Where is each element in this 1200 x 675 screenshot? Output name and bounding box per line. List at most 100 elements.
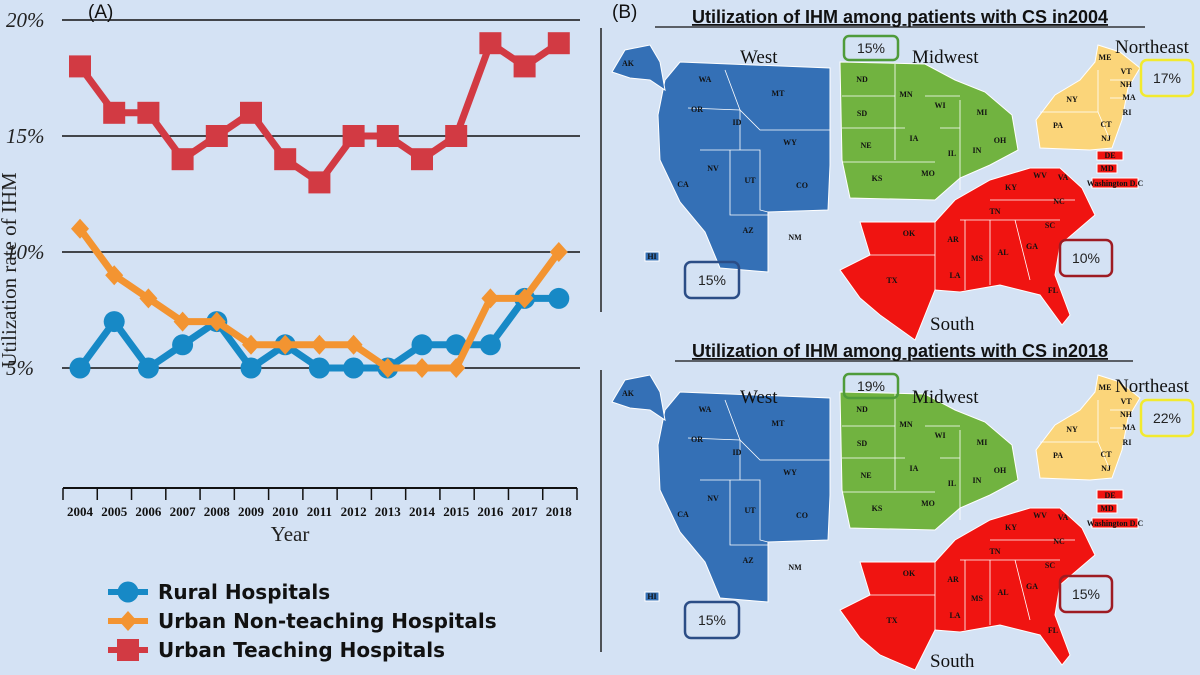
south-value-box: 10% xyxy=(1058,238,1114,278)
x-tick-label: 2011 xyxy=(307,504,332,519)
midwest-region xyxy=(839,391,1019,531)
state-label-ar: AR xyxy=(947,235,959,244)
series-group xyxy=(69,32,570,379)
northeast-region-label: Northeast xyxy=(1115,37,1190,58)
midwest-value-box: 15% xyxy=(842,34,900,62)
state-label-sd: SD xyxy=(857,109,867,118)
south-value: 10% xyxy=(1072,250,1100,266)
state-label-mo: MO xyxy=(921,169,935,178)
state-label-la: LA xyxy=(949,611,960,620)
x-tick-label: 2009 xyxy=(238,504,265,519)
northeast-value: 22% xyxy=(1153,410,1181,426)
state-labels: AK WA OR ID MT WY CA NV UT CO AZ NM HI ND SD NE KS MN IA MO… xyxy=(622,383,1143,635)
state-label-tn: TN xyxy=(989,207,1000,216)
state-label-co: CO xyxy=(796,511,808,520)
map-2004: Utilization of IHM among patients with C… xyxy=(611,7,1195,341)
state-label-nh: NH xyxy=(1120,80,1133,89)
state-label-md: MD xyxy=(1100,504,1114,513)
northeast-borders xyxy=(1040,70,1130,141)
state-label-wy: WY xyxy=(783,468,797,477)
state-label-tx: TX xyxy=(886,276,897,285)
md-box xyxy=(1096,503,1118,514)
state-label-ak: AK xyxy=(622,389,635,398)
northeast-region-label: Northeast xyxy=(1115,376,1190,397)
data-point xyxy=(139,288,158,309)
state-label-ny: NY xyxy=(1066,425,1078,434)
midwest-borders xyxy=(842,64,961,190)
x-tick-label: 2017 xyxy=(512,504,539,519)
state-label-pa: PA xyxy=(1053,451,1063,460)
data-point xyxy=(105,265,124,286)
west-region xyxy=(611,44,831,273)
west-shape xyxy=(657,61,831,273)
west-region-label: West xyxy=(740,47,778,68)
dc-box xyxy=(1091,517,1139,529)
state-label-nm: NM xyxy=(788,563,802,572)
state-label-il: IL xyxy=(948,149,956,158)
de-box xyxy=(1096,150,1124,161)
state-label-ks: KS xyxy=(872,174,883,183)
state-label-az: AZ xyxy=(742,226,753,235)
state-label-ok: OK xyxy=(903,569,916,578)
state-label-al: AL xyxy=(997,248,1008,257)
midwest-shape xyxy=(839,391,1019,531)
west-shape xyxy=(657,391,831,603)
data-point xyxy=(378,358,397,378)
legend-label: Urban Non-teaching Hospitals xyxy=(158,609,497,633)
south-region-label: South xyxy=(930,314,975,335)
south-value: 15% xyxy=(1072,586,1100,602)
state-label-ar: AR xyxy=(947,575,959,584)
state-label-vt: VT xyxy=(1120,67,1132,76)
data-point xyxy=(103,311,125,333)
northeast-region xyxy=(1035,44,1141,189)
series-rural-hospitals xyxy=(69,287,570,379)
state-label-in: IN xyxy=(973,476,982,485)
west-borders xyxy=(687,69,830,216)
state-label-md: MD xyxy=(1100,164,1114,173)
legend-swatch-marker xyxy=(117,581,139,603)
y-tick-label: 15% xyxy=(6,124,45,148)
south-borders xyxy=(870,539,1075,630)
state-label-nj: NJ xyxy=(1101,464,1111,473)
state-label-washington-d-c: Washington D.C xyxy=(1087,519,1144,528)
midwest-region-label: Midwest xyxy=(912,387,979,408)
state-label-tn: TN xyxy=(989,547,1000,556)
state-label-ny: NY xyxy=(1066,95,1078,104)
south-shape xyxy=(839,507,1096,671)
state-label-ut: UT xyxy=(744,176,756,185)
y-tick-label: 5% xyxy=(6,356,34,380)
state-label-ri: RI xyxy=(1123,108,1132,117)
state-label-hi: HI xyxy=(647,592,656,601)
midwest-value: 19% xyxy=(857,378,885,394)
state-label-oh: OH xyxy=(994,136,1007,145)
state-label-hi: HI xyxy=(647,252,656,261)
state-label-me: ME xyxy=(1099,53,1112,62)
state-label-al: AL xyxy=(997,588,1008,597)
data-point xyxy=(173,311,192,332)
y-axis-title: Utilization rate of IHM xyxy=(0,172,21,368)
data-point xyxy=(71,218,89,239)
state-label-or: OR xyxy=(691,435,703,444)
state-label-nc: NC xyxy=(1053,537,1065,546)
data-point xyxy=(103,101,126,124)
state-label-nj: NJ xyxy=(1101,134,1111,143)
state-label-sd: SD xyxy=(857,439,867,448)
data-point xyxy=(137,101,160,124)
data-point xyxy=(69,55,91,78)
state-label-mt: MT xyxy=(772,89,786,98)
md-box xyxy=(1096,163,1118,174)
state-label-nm: NM xyxy=(788,233,802,242)
state-label-nv: NV xyxy=(707,494,719,503)
west-borders xyxy=(687,399,830,546)
data-point xyxy=(481,288,500,309)
map-title-2004: Utilization of IHM among patients with C… xyxy=(692,7,1108,27)
map-2018: Utilization of IHM among patients with C… xyxy=(611,341,1195,672)
midwest-borders xyxy=(842,394,961,520)
x-tick-label: 2014 xyxy=(409,504,436,519)
x-tick-label: 2005 xyxy=(101,504,128,519)
legend-label: Urban Teaching Hospitals xyxy=(158,638,445,662)
state-label-va: VA xyxy=(1058,173,1069,182)
northeast-borders xyxy=(1040,400,1130,471)
state-label-ut: UT xyxy=(744,506,756,515)
